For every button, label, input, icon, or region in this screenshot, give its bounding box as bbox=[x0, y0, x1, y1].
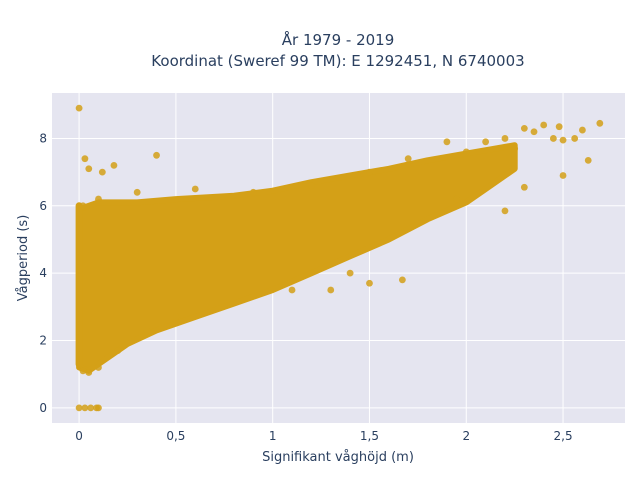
data-point bbox=[172, 313, 180, 321]
x-tick-label: 1 bbox=[269, 429, 277, 443]
data-points bbox=[75, 104, 604, 412]
x-tick-label: 0,5 bbox=[166, 429, 185, 443]
data-point bbox=[559, 172, 567, 179]
gridlines bbox=[52, 93, 625, 423]
data-point bbox=[346, 269, 354, 277]
y-tick-label: 4 bbox=[39, 266, 47, 280]
data-point bbox=[87, 404, 95, 412]
data-point bbox=[81, 404, 89, 412]
point-cloud bbox=[75, 142, 518, 374]
data-point bbox=[75, 404, 83, 412]
y-tick-label: 0 bbox=[39, 401, 47, 415]
x-tick-label: 2,5 bbox=[554, 429, 573, 443]
data-point bbox=[81, 155, 89, 163]
chart-title-line1: År 1979 - 2019 bbox=[282, 30, 395, 49]
data-point bbox=[366, 279, 373, 287]
data-point bbox=[79, 367, 87, 375]
data-point bbox=[462, 148, 470, 156]
data-point bbox=[404, 155, 412, 163]
data-point bbox=[98, 168, 106, 176]
y-tick-labels: 0 2 4 6 8 bbox=[39, 131, 47, 414]
data-point bbox=[110, 161, 118, 169]
data-point bbox=[398, 276, 406, 284]
x-tick-label: 2 bbox=[462, 429, 470, 443]
data-point bbox=[579, 126, 586, 134]
data-point bbox=[453, 195, 460, 203]
y-tick-label: 6 bbox=[39, 199, 47, 213]
data-point bbox=[153, 151, 160, 159]
y-axis-title: Vågperiod (s) bbox=[16, 215, 31, 302]
data-point bbox=[85, 369, 93, 376]
data-point bbox=[191, 185, 199, 193]
x-tick-labels: 0 0,5 1 1,5 2 2,5 bbox=[75, 429, 572, 443]
data-point bbox=[596, 119, 604, 127]
data-point bbox=[571, 135, 579, 142]
dense-point-region bbox=[76, 142, 518, 374]
data-point bbox=[327, 286, 335, 294]
data-point bbox=[555, 123, 563, 131]
data-point bbox=[482, 138, 490, 146]
data-point bbox=[520, 124, 528, 132]
y-tick-label: 8 bbox=[39, 131, 47, 145]
data-point bbox=[95, 404, 102, 412]
data-point bbox=[530, 128, 538, 136]
data-point bbox=[85, 165, 93, 173]
data-point bbox=[501, 207, 509, 215]
data-point bbox=[143, 326, 151, 334]
data-point bbox=[559, 136, 567, 144]
x-tick-label: 0 bbox=[75, 429, 83, 443]
chart-title-line2: Koordinat (Sweref 99 TM): E 1292451, N 6… bbox=[151, 52, 524, 70]
data-point bbox=[307, 182, 315, 190]
data-point bbox=[133, 188, 141, 196]
x-axis-title: Signifikant våghöjd (m) bbox=[262, 450, 414, 465]
data-point bbox=[584, 156, 592, 164]
data-point bbox=[95, 195, 102, 203]
data-point bbox=[79, 202, 87, 210]
data-point bbox=[114, 347, 122, 355]
x-tick-label: 1,5 bbox=[360, 429, 379, 443]
data-point bbox=[520, 183, 528, 191]
data-point bbox=[95, 364, 102, 371]
data-point bbox=[249, 188, 257, 196]
data-point bbox=[443, 138, 451, 146]
data-point bbox=[501, 135, 509, 142]
y-tick-label: 2 bbox=[39, 334, 47, 348]
data-point bbox=[540, 121, 548, 129]
data-point bbox=[549, 135, 557, 142]
data-point bbox=[366, 168, 373, 176]
data-point bbox=[288, 286, 296, 294]
data-point bbox=[511, 145, 519, 152]
data-point bbox=[75, 104, 83, 112]
